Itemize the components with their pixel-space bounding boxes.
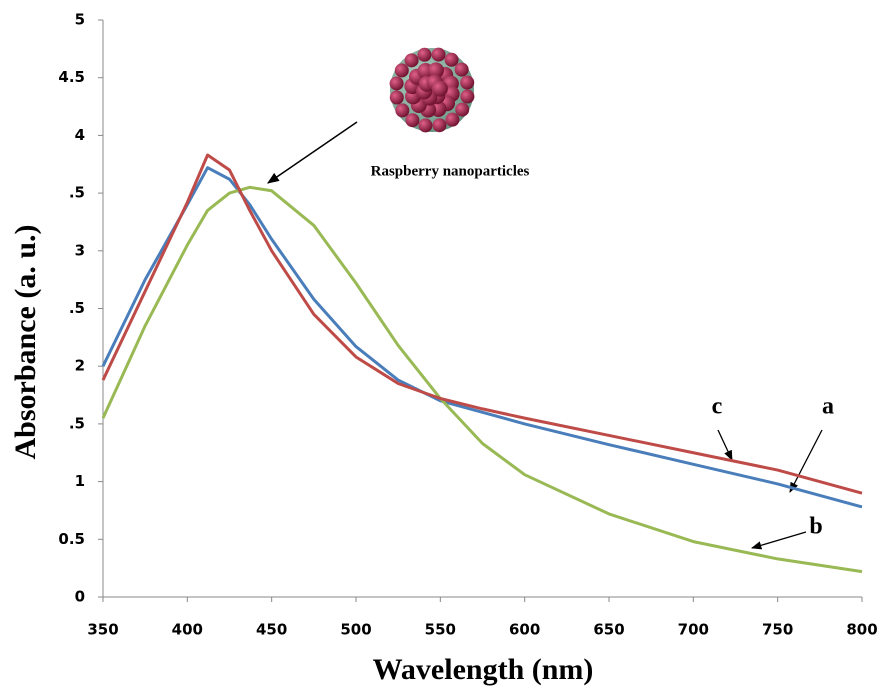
series-label: b [809,514,822,540]
icon-berry [389,90,404,105]
icon-berry [405,113,420,128]
arrow [267,121,358,184]
y-tick-label: 0.5 [58,530,85,548]
annotation: Raspberry nanoparticles [371,163,530,179]
y-tick-label: 5 [75,11,85,29]
y-tick-label: 2 [75,357,85,375]
x-tick-label: 700 [678,621,709,639]
icon-berry [432,118,447,133]
icon-berry [427,62,444,79]
series-label: a [822,394,834,420]
y-tick-label: 4 [75,126,85,144]
icon-berry [460,89,475,104]
y-tick-label: .5 [69,299,85,317]
icon-berry [417,47,432,62]
x-tick-label: 450 [256,621,287,639]
y-tick-label: .5 [69,414,85,432]
icon-berry [431,47,446,62]
series-line [101,185,863,574]
x-tick-label: 400 [172,621,203,639]
y-axis-title: Absorbance (a. u.) [9,224,42,459]
x-tick-label: 800 [846,621,877,639]
icon-berry [460,75,475,90]
series-label: c [712,394,723,420]
x-tick-label: 750 [762,621,793,639]
y-tick-label: 0 [75,588,85,606]
arrow [751,531,807,550]
arrow [789,429,823,493]
nanoparticle-icon [389,47,475,133]
x-tick-label: 500 [340,621,371,639]
arrow [717,429,733,461]
icon-berry [389,76,404,91]
icon-berry [404,53,419,68]
x-tick-label: 650 [593,621,624,639]
y-tick-label: 1 [75,472,85,490]
y-tick-label: 4.5 [58,68,85,86]
series-line [101,153,863,495]
x-axis-title: Wavelength (nm) [373,653,594,686]
series-line [101,166,863,509]
icon-berry [455,102,470,117]
icon-berry [444,52,459,67]
icon-berry [394,63,409,78]
icon-berry [431,80,448,97]
icon-berry [395,103,410,118]
x-tick-label: 550 [425,621,456,639]
y-tick-label: .5 [69,184,85,202]
y-tick-label: 3 [75,241,85,259]
icon-berry [454,62,469,77]
icon-berry [445,112,460,127]
x-tick-label: 350 [87,621,118,639]
icon-berry [418,118,433,133]
x-tick-label: 600 [509,621,540,639]
